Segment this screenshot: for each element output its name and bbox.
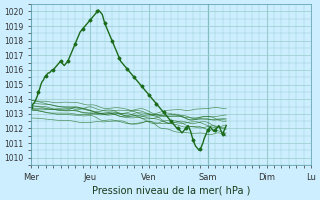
X-axis label: Pression niveau de la mer( hPa ): Pression niveau de la mer( hPa ): [92, 186, 250, 196]
